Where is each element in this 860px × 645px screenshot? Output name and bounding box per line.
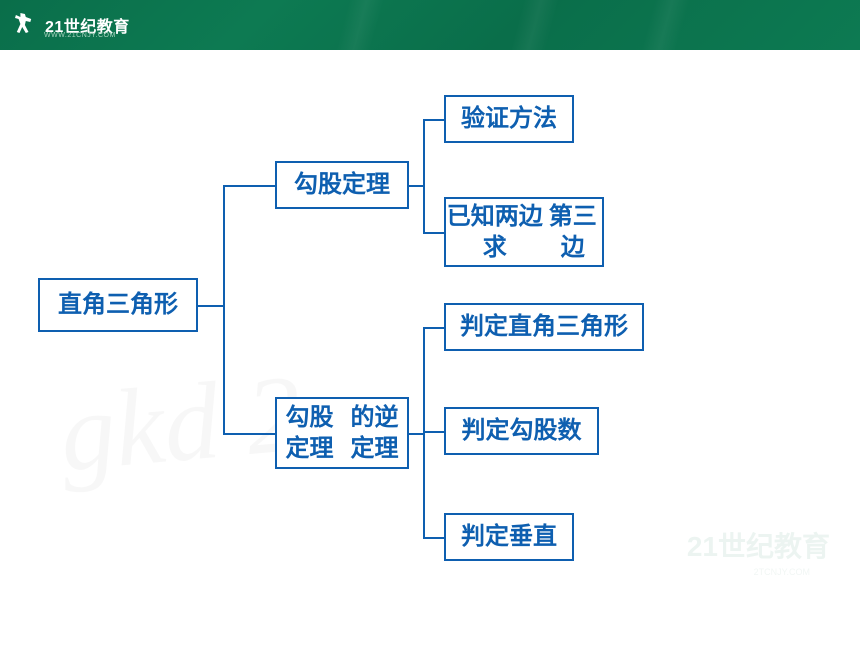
connector-line bbox=[198, 305, 225, 307]
connector-line bbox=[423, 327, 446, 329]
node-level2-1: 勾股定理的逆定理 bbox=[275, 397, 409, 469]
node-level3-3: 判定勾股数 bbox=[444, 407, 599, 455]
node-level2-0: 勾股定理 bbox=[275, 161, 409, 209]
connector-line bbox=[423, 537, 446, 539]
logo-url: WWW.21CNJY.COM bbox=[44, 32, 116, 39]
running-person-icon bbox=[15, 13, 39, 37]
connector-line bbox=[223, 433, 277, 435]
node-root: 直角三角形 bbox=[38, 278, 198, 332]
connector-line bbox=[223, 185, 277, 187]
node-level3-4: 判定垂直 bbox=[444, 513, 574, 561]
connector-line bbox=[423, 431, 446, 433]
connector-line bbox=[223, 185, 225, 435]
node-level3-1: 已知两边求第三边 bbox=[444, 197, 604, 267]
connector-line bbox=[423, 232, 446, 234]
connector-line bbox=[423, 119, 446, 121]
node-level3-2: 判定直角三角形 bbox=[444, 303, 644, 351]
tree-diagram: 直角三角形 勾股定理勾股定理的逆定理 验证方法已知两边求第三边判定直角三角形判定勾股… bbox=[0, 50, 860, 645]
node-level3-0: 验证方法 bbox=[444, 95, 574, 143]
connector-line bbox=[423, 119, 425, 234]
connector-line bbox=[423, 327, 425, 539]
header-bar: 21世纪教育 WWW.21CNJY.COM bbox=[0, 0, 860, 50]
